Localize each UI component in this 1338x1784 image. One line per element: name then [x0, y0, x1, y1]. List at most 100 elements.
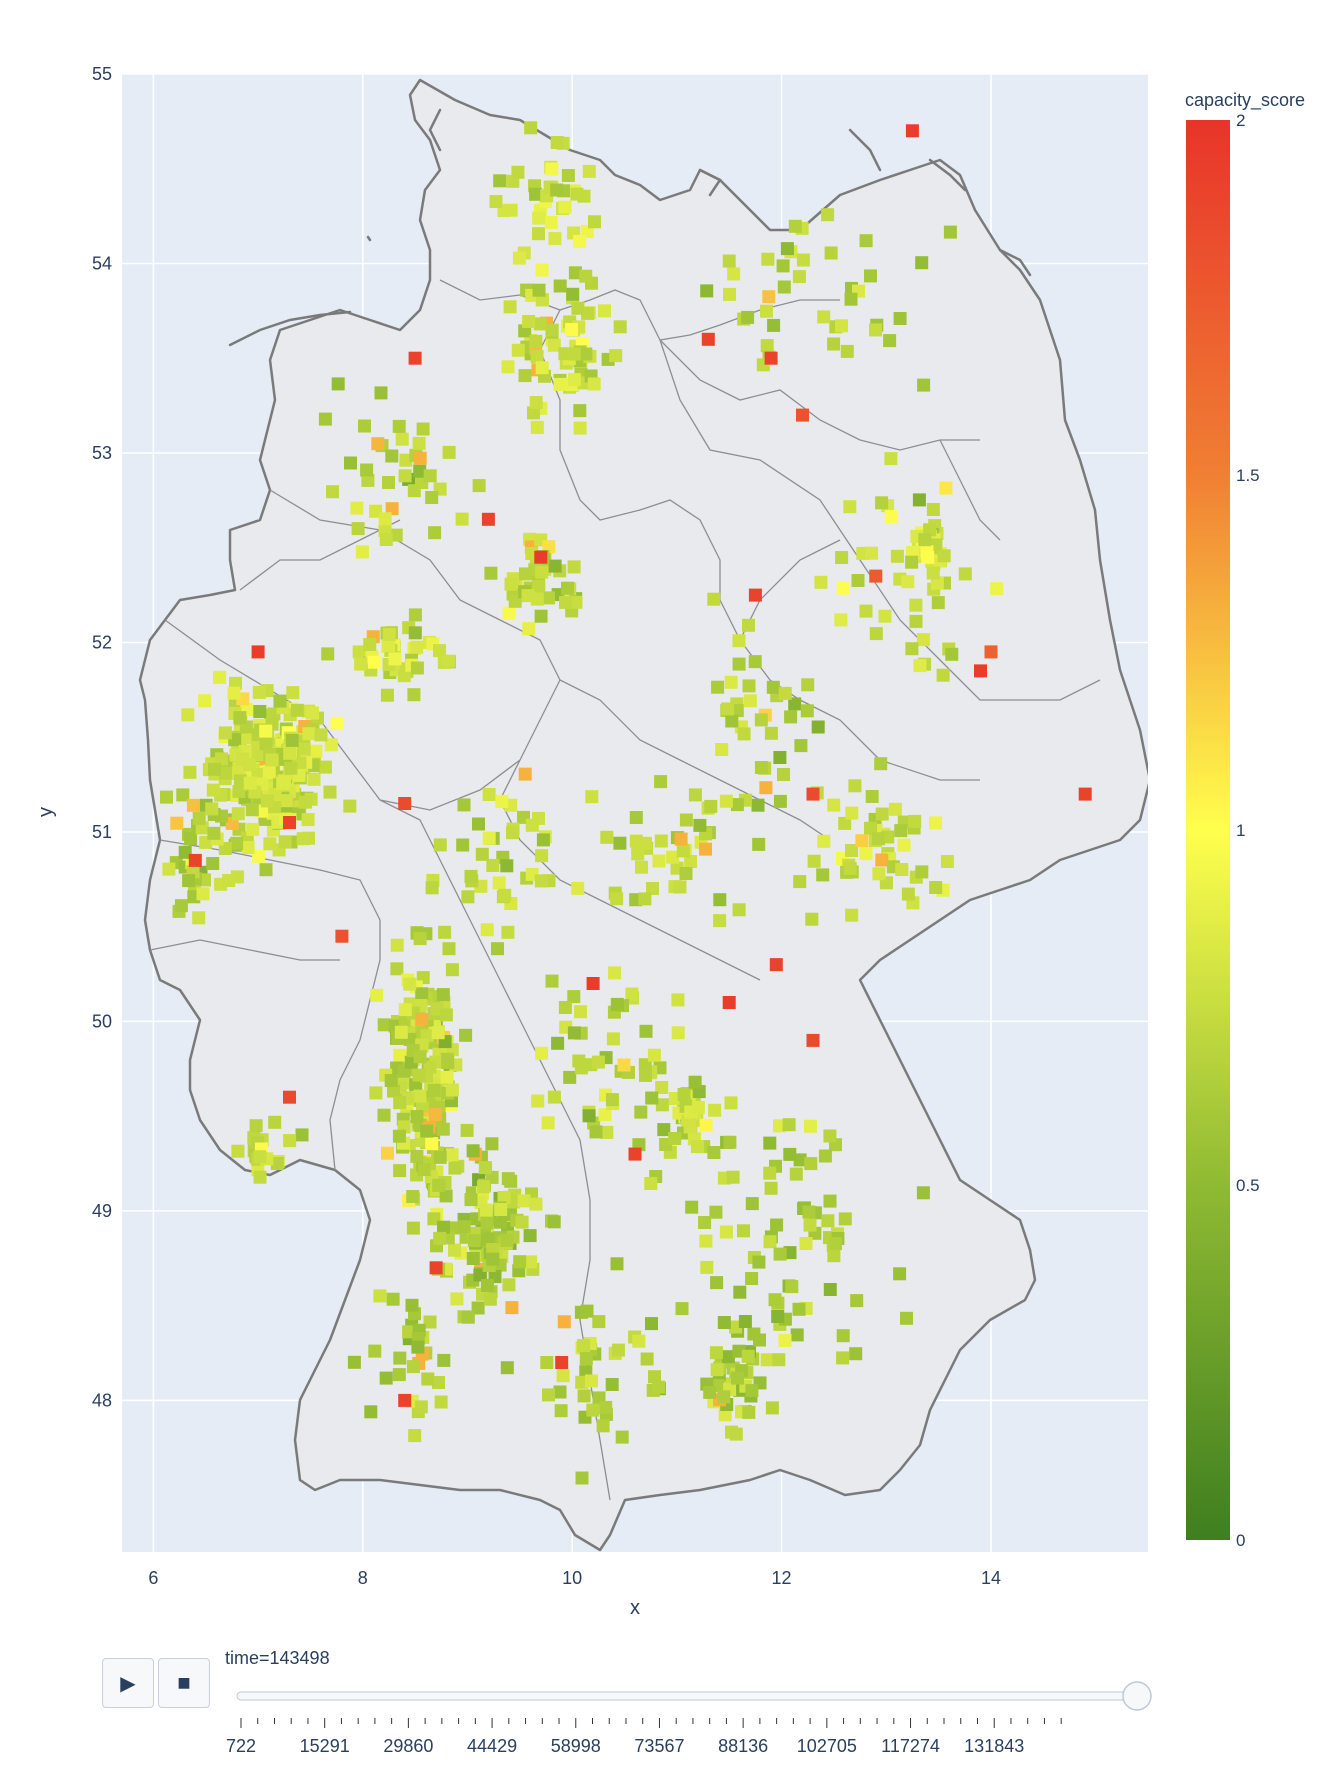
data-point: [268, 1115, 282, 1129]
data-point: [918, 533, 932, 547]
data-point: [506, 826, 519, 840]
data-point: [533, 317, 547, 331]
data-point: [569, 595, 583, 609]
data-point: [410, 1110, 424, 1124]
data-point: [253, 705, 267, 718]
data-point: [875, 496, 889, 510]
data-point: [524, 121, 538, 135]
data-point: [884, 452, 898, 466]
data-point: [699, 1118, 713, 1132]
slider-tick-label: 131843: [964, 1736, 1024, 1756]
data-point: [912, 493, 926, 507]
data-point: [767, 318, 781, 332]
data-point: [295, 1128, 309, 1142]
data-point: [363, 638, 377, 651]
data-point: [233, 774, 247, 788]
data-point: [817, 834, 831, 848]
data-point: [644, 1177, 658, 1190]
data-point: [253, 1170, 267, 1184]
data-point: [283, 1090, 296, 1104]
data-point: [464, 1193, 478, 1207]
data-point: [893, 312, 907, 325]
data-point: [719, 794, 733, 808]
data-point: [763, 1136, 777, 1150]
data-point: [455, 512, 469, 526]
data-point: [818, 1149, 832, 1163]
data-point: [330, 716, 344, 730]
data-point: [398, 1393, 412, 1407]
data-point: [398, 797, 412, 810]
data-point: [840, 344, 854, 358]
data-point: [423, 469, 437, 483]
data-point: [836, 1351, 850, 1365]
data-point: [384, 1074, 398, 1087]
data-point: [448, 1243, 461, 1257]
data-point: [817, 310, 831, 324]
data-point: [227, 686, 241, 700]
x-tick-label: 10: [562, 1568, 582, 1588]
data-point: [494, 1203, 508, 1216]
slider-tick-label: 117274: [881, 1736, 940, 1756]
time-slider[interactable]: 722 15291 29860 44429 58998 73567 88136 102705 1…: [226, 1681, 1152, 1756]
slider-tick-label: 15291: [300, 1736, 350, 1756]
slider-tick-label: 58998: [551, 1736, 601, 1756]
slider-tick-label: 88136: [718, 1736, 768, 1756]
data-point: [472, 479, 486, 493]
data-point: [397, 669, 411, 683]
data-point: [574, 1005, 587, 1019]
data-point: [174, 899, 188, 913]
data-point: [394, 1025, 408, 1039]
data-point: [823, 1129, 837, 1143]
data-point: [541, 1116, 555, 1130]
colorbar-ticks: 0 0.5 1 1.5 2: [1236, 111, 1260, 1550]
play-button[interactable]: ▶: [102, 1658, 154, 1708]
data-point: [503, 300, 517, 314]
data-point: [534, 609, 548, 623]
data-point: [278, 835, 292, 849]
data-point: [599, 1400, 613, 1414]
data-point: [283, 1134, 297, 1148]
data-point: [721, 1350, 735, 1364]
data-point: [741, 310, 755, 324]
slider-current-value: time=143498: [225, 1648, 330, 1668]
data-point: [628, 1147, 642, 1161]
data-point: [958, 567, 972, 581]
slider-rail[interactable]: [236, 1691, 1138, 1701]
data-point: [577, 1389, 591, 1403]
data-point: [770, 1218, 784, 1232]
data-point: [577, 1339, 591, 1353]
data-point: [335, 929, 349, 943]
data-point: [284, 761, 298, 775]
data-point: [717, 1316, 731, 1329]
data-point: [360, 463, 374, 477]
data-point: [835, 319, 848, 333]
data-point: [875, 853, 889, 867]
data-point: [843, 500, 857, 514]
data-point: [859, 234, 873, 248]
data-point: [699, 1234, 713, 1248]
stop-button[interactable]: ■: [158, 1658, 210, 1708]
data-point: [568, 266, 582, 280]
data-point: [745, 1384, 759, 1398]
data-point: [799, 1237, 813, 1250]
data-point: [586, 977, 600, 990]
data-point: [390, 938, 404, 952]
data-point: [582, 1109, 596, 1123]
data-point: [773, 751, 787, 764]
data-point: [286, 686, 300, 700]
data-point: [875, 807, 889, 821]
data-point: [421, 1372, 435, 1386]
data-point: [585, 790, 599, 804]
data-point: [759, 781, 773, 795]
data-point: [845, 844, 858, 857]
data-point: [571, 301, 585, 315]
data-point: [632, 1334, 646, 1348]
data-point: [380, 688, 394, 702]
slider-handle[interactable]: [1122, 1681, 1152, 1711]
data-point: [722, 254, 736, 268]
data-point: [589, 1125, 603, 1139]
data-point: [725, 714, 739, 728]
data-point: [905, 124, 919, 138]
data-point: [262, 764, 276, 778]
